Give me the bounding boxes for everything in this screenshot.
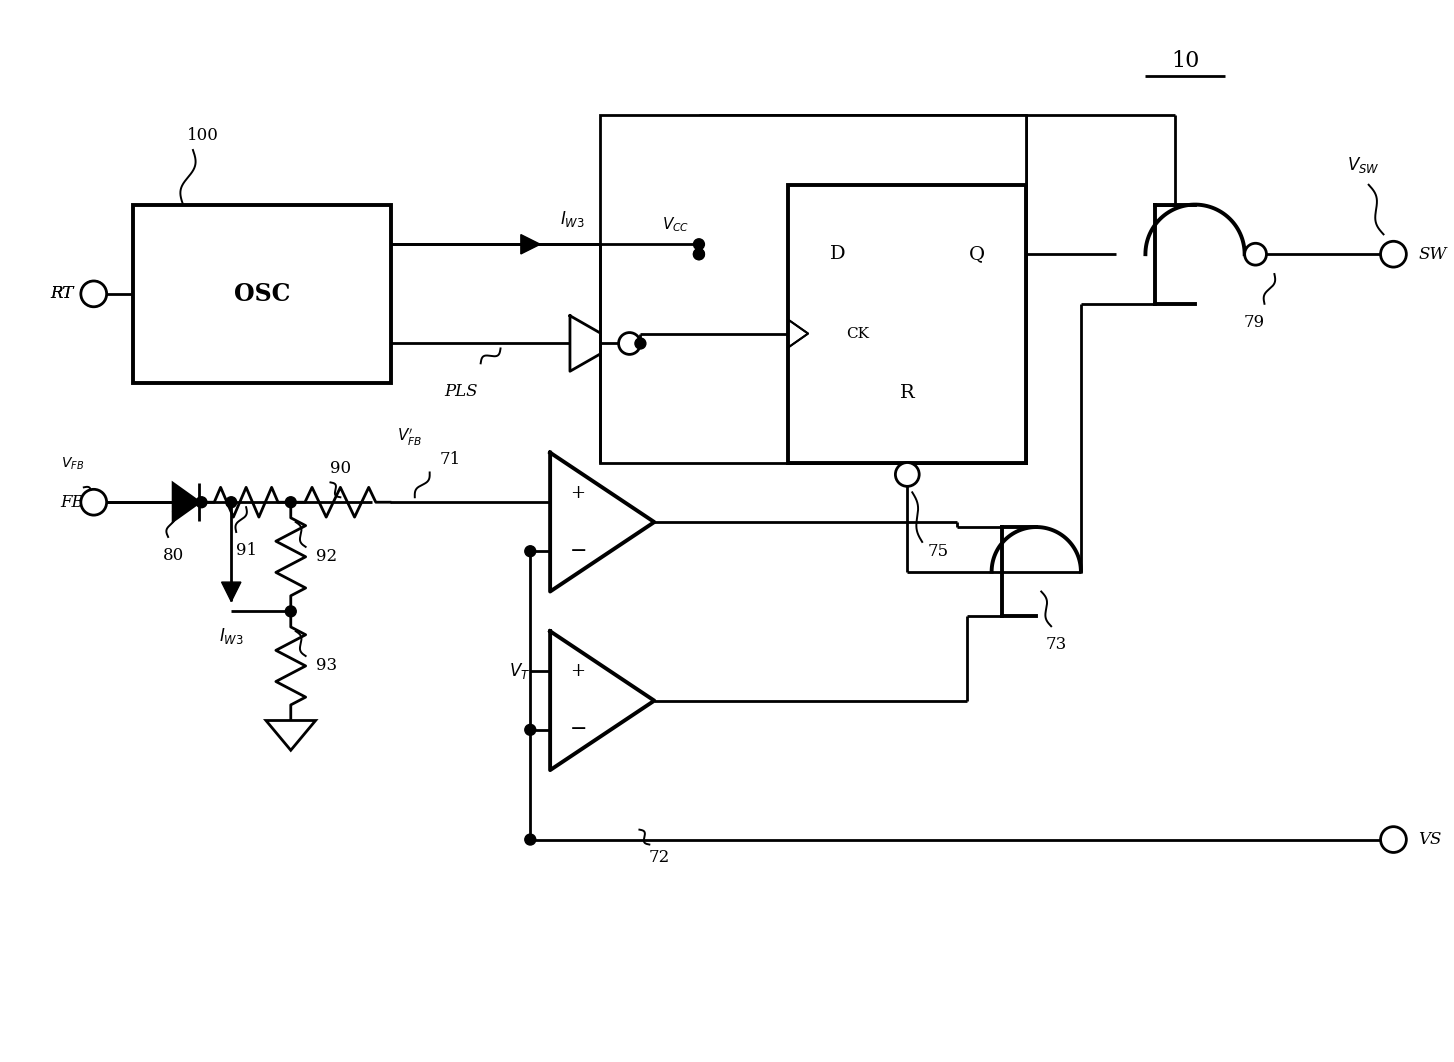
Text: R: R (900, 384, 915, 402)
Text: 71: 71 (439, 450, 461, 467)
Circle shape (225, 497, 237, 508)
Text: $V_T$: $V_T$ (509, 662, 531, 682)
Text: −: − (570, 720, 587, 739)
Text: +: + (570, 484, 585, 502)
Bar (788, 185, 1027, 463)
Text: D: D (830, 245, 846, 263)
Circle shape (525, 546, 535, 556)
Text: Q: Q (968, 245, 984, 263)
Circle shape (285, 497, 297, 508)
Circle shape (1380, 241, 1406, 267)
Text: 75: 75 (928, 544, 948, 561)
Polygon shape (521, 235, 541, 254)
Circle shape (635, 338, 646, 349)
Circle shape (1380, 826, 1406, 853)
Text: CK: CK (846, 326, 869, 341)
Circle shape (285, 606, 297, 617)
Text: $V_{FB}'$: $V_{FB}'$ (397, 427, 423, 448)
Circle shape (183, 497, 193, 508)
Polygon shape (266, 720, 316, 750)
Circle shape (694, 239, 704, 250)
Polygon shape (221, 582, 241, 601)
Circle shape (196, 497, 206, 508)
Text: 73: 73 (1045, 636, 1067, 653)
Text: 93: 93 (316, 657, 337, 674)
Circle shape (1245, 243, 1266, 266)
Text: RT: RT (51, 286, 74, 303)
Circle shape (525, 834, 535, 845)
Circle shape (618, 332, 640, 355)
Text: −: − (570, 542, 587, 561)
Text: D: D (830, 245, 846, 263)
Text: $V_{SW}$: $V_{SW}$ (1348, 155, 1380, 175)
Text: 10: 10 (1170, 50, 1200, 72)
Circle shape (694, 249, 704, 259)
Text: $I_{W3}$: $I_{W3}$ (218, 627, 244, 647)
Text: 91: 91 (236, 542, 257, 559)
Polygon shape (173, 483, 199, 521)
Text: +: + (570, 663, 585, 681)
Text: PLS: PLS (443, 383, 477, 400)
Text: SW: SW (1418, 245, 1447, 262)
Circle shape (525, 724, 535, 735)
Text: $V_{CC}$: $V_{CC}$ (662, 216, 689, 235)
Text: VS: VS (1418, 832, 1441, 849)
Circle shape (694, 249, 704, 259)
Text: OSC: OSC (234, 281, 291, 306)
Circle shape (81, 281, 106, 306)
Text: FB: FB (60, 494, 84, 511)
Text: $V_{FB}$: $V_{FB}$ (61, 456, 84, 473)
Bar (134, 205, 391, 383)
Text: 90: 90 (330, 461, 350, 478)
Bar (599, 116, 1027, 463)
Circle shape (896, 463, 919, 486)
Text: 80: 80 (163, 547, 183, 564)
Bar (788, 185, 1027, 463)
Circle shape (81, 490, 106, 515)
Text: CK: CK (846, 326, 869, 341)
Text: Q: Q (968, 245, 984, 263)
Circle shape (81, 281, 106, 307)
Text: 79: 79 (1245, 313, 1265, 330)
Text: 70: 70 (609, 393, 630, 410)
Text: $I_{W3}$: $I_{W3}$ (560, 209, 585, 229)
Text: $V_{CC}$: $V_{CC}$ (662, 221, 689, 239)
Text: 100: 100 (188, 126, 218, 143)
Text: 92: 92 (316, 548, 337, 565)
Text: 72: 72 (648, 850, 670, 867)
Text: RT: RT (51, 286, 74, 303)
Text: R: R (900, 384, 915, 402)
